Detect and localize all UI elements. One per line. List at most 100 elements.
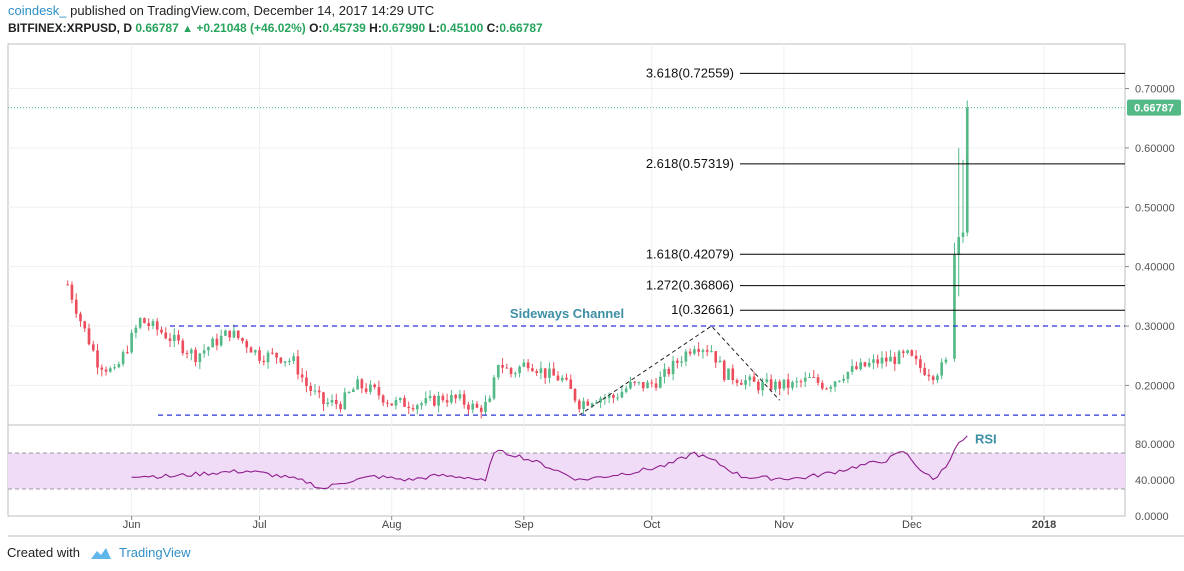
candle-body xyxy=(910,350,914,356)
candle-body xyxy=(100,367,104,370)
candle xyxy=(586,398,590,407)
candle-body xyxy=(612,395,615,398)
candle xyxy=(117,361,121,369)
candle-body xyxy=(752,376,756,382)
last-price-badge xyxy=(1127,99,1181,116)
candle-body xyxy=(143,318,146,324)
fib-level-label: 1.272(0.36806) xyxy=(646,278,734,293)
low-label: L: xyxy=(428,21,440,35)
candle-body xyxy=(637,382,641,384)
candle xyxy=(714,351,718,368)
candle-body xyxy=(884,357,888,362)
candle xyxy=(185,350,189,359)
candle-body xyxy=(829,386,833,389)
candle xyxy=(744,375,747,390)
candle-body xyxy=(198,353,202,363)
author-link[interactable]: coindesk_ xyxy=(8,3,67,18)
candle-body xyxy=(462,394,466,405)
candle-body xyxy=(471,403,475,410)
candle xyxy=(334,393,338,410)
candle-body xyxy=(582,401,585,410)
candle-body xyxy=(697,349,700,352)
candle-body xyxy=(501,365,504,368)
candle-body xyxy=(445,400,449,403)
candle xyxy=(398,397,402,403)
candle-body xyxy=(232,330,236,338)
candle xyxy=(134,324,138,339)
candle xyxy=(884,351,888,367)
candle-body xyxy=(151,321,155,326)
candle xyxy=(846,371,850,384)
rsi-line xyxy=(131,435,968,490)
candle xyxy=(104,366,108,376)
candle-body xyxy=(658,376,662,388)
tradingview-link[interactable]: TradingView xyxy=(119,545,191,560)
candle-body xyxy=(334,399,338,404)
candle xyxy=(241,337,244,344)
candle xyxy=(309,382,313,396)
candle xyxy=(872,354,875,370)
candle xyxy=(931,374,935,385)
created-with-text: Created with xyxy=(7,545,80,560)
candle-body xyxy=(654,383,658,388)
candle-body xyxy=(556,375,560,381)
candle xyxy=(718,356,722,363)
candle-body xyxy=(693,349,696,354)
candle xyxy=(330,394,334,407)
candle-body xyxy=(458,394,462,399)
candle-body xyxy=(543,368,547,378)
candle-body xyxy=(377,387,381,396)
candle xyxy=(910,349,914,357)
candle-body xyxy=(718,360,722,363)
candle-body xyxy=(727,368,730,380)
candle-body xyxy=(288,360,291,362)
candle-body xyxy=(386,402,389,404)
candle-body xyxy=(181,340,185,354)
candle xyxy=(224,329,227,337)
candle xyxy=(940,358,943,380)
candle xyxy=(808,372,811,379)
candle xyxy=(288,358,291,366)
candle-body xyxy=(620,391,624,398)
candle xyxy=(471,399,475,414)
candle xyxy=(411,404,415,412)
candle-body xyxy=(684,351,688,362)
candle xyxy=(202,344,206,358)
candle xyxy=(283,361,287,367)
candle-body xyxy=(624,388,628,392)
candle-body xyxy=(714,351,718,363)
candle-body xyxy=(786,379,790,388)
candle-body xyxy=(514,373,517,375)
candle xyxy=(317,386,321,399)
candle-body xyxy=(680,361,683,363)
candle-body xyxy=(607,395,611,398)
publish-text: published on TradingView.com, December 1… xyxy=(70,3,435,18)
candle xyxy=(96,343,99,375)
candle xyxy=(386,399,389,408)
candle-body xyxy=(475,403,479,408)
candle-body xyxy=(130,332,133,353)
candle-body xyxy=(927,374,931,377)
candle xyxy=(953,242,956,362)
candle xyxy=(518,365,521,378)
rsi-label: RSI xyxy=(975,432,997,447)
candle-body xyxy=(889,356,892,362)
low-value: 0.45100 xyxy=(439,21,484,35)
candle-body xyxy=(509,368,513,375)
candle-body xyxy=(262,360,266,363)
candle xyxy=(859,358,862,371)
candle-body xyxy=(778,381,781,389)
candle xyxy=(415,403,419,415)
candle-body xyxy=(219,335,223,346)
candle-body xyxy=(369,384,372,392)
candle-body xyxy=(275,352,278,358)
candle xyxy=(897,349,901,365)
candle-body xyxy=(573,388,577,401)
tradingview-logo-icon xyxy=(90,548,111,560)
candle xyxy=(194,347,197,367)
candle-body xyxy=(522,362,526,367)
candle-body xyxy=(867,362,871,367)
candle-body xyxy=(799,381,803,383)
candle xyxy=(919,355,922,373)
